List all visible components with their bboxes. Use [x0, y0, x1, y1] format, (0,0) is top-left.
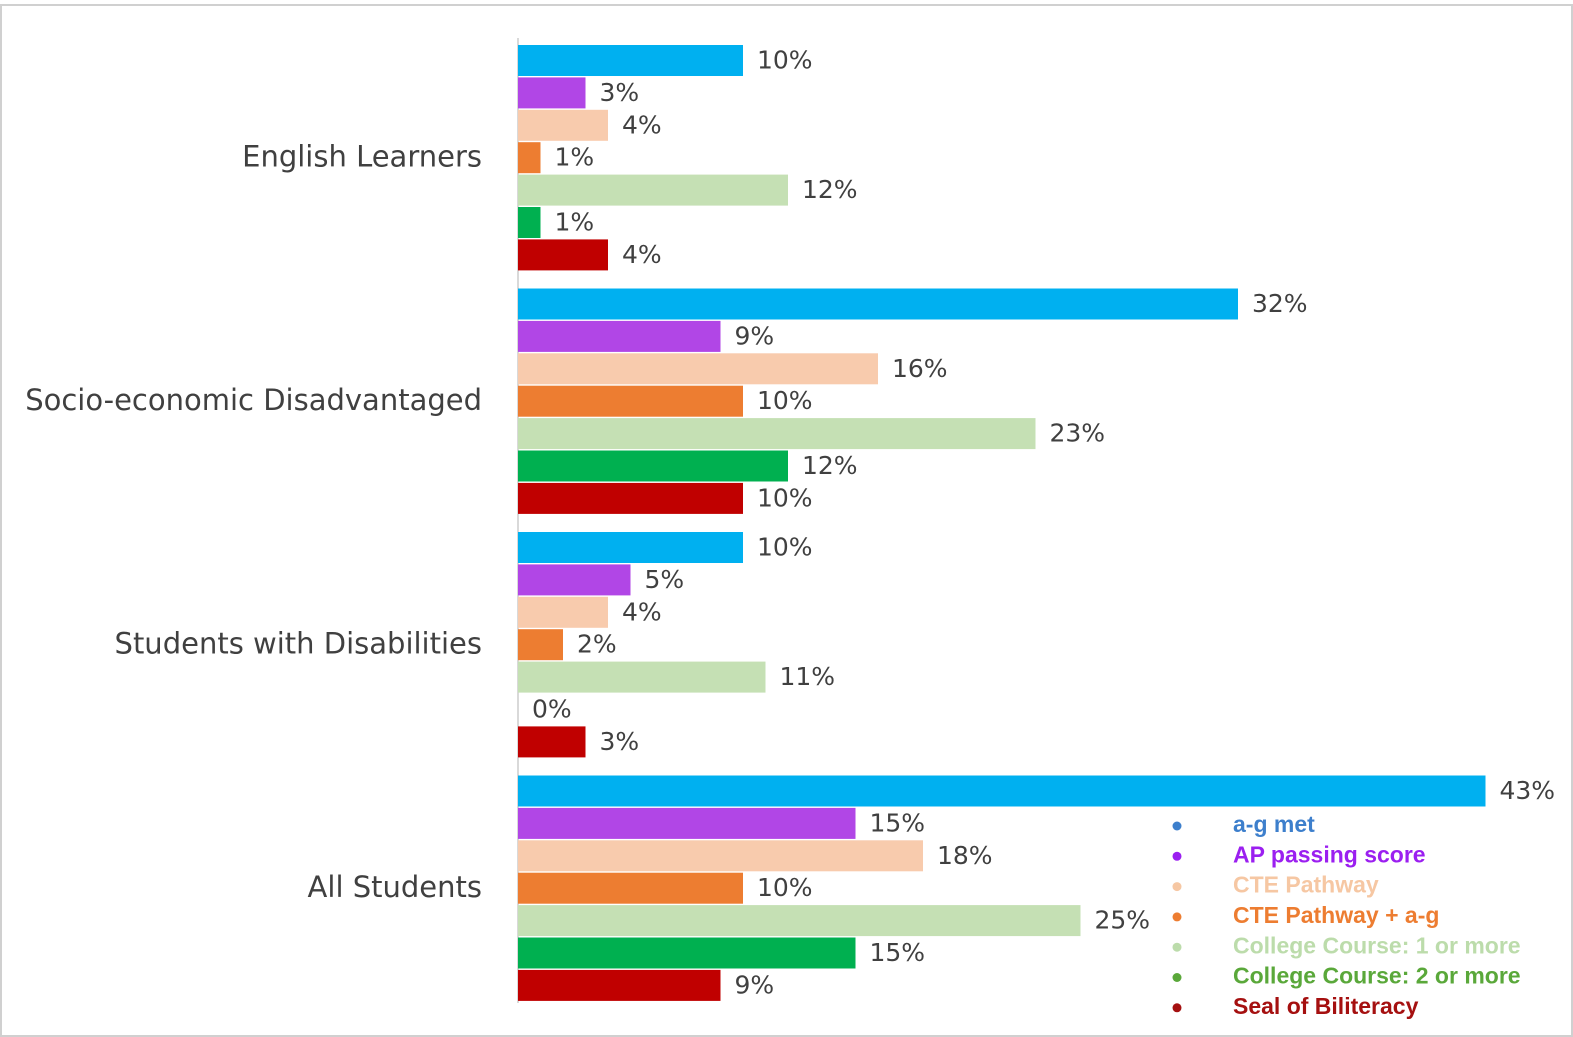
data-label: 3%: [600, 727, 640, 756]
legend-marker: [1172, 1003, 1182, 1013]
legend-marker: [1172, 973, 1182, 982]
data-label: 10%: [757, 533, 813, 562]
data-label: 43%: [1500, 776, 1556, 805]
bar: [518, 937, 856, 969]
data-label: 18%: [937, 841, 993, 870]
data-label: 9%: [735, 321, 775, 350]
legend-label: AP passing score: [1233, 841, 1426, 867]
bar: [518, 905, 1081, 937]
bar: [518, 596, 608, 628]
legend-label: CTE Pathway: [1233, 872, 1379, 898]
data-label: 25%: [1095, 906, 1151, 935]
bar: [518, 45, 743, 76]
data-label: 3%: [600, 78, 640, 107]
data-label: 4%: [622, 240, 662, 269]
data-label: 1%: [555, 143, 595, 172]
legend-marker: [1172, 821, 1182, 831]
data-label: 10%: [757, 483, 813, 512]
legend-label: CTE Pathway + a-g: [1233, 902, 1439, 928]
bar: [518, 77, 586, 109]
data-label: 9%: [735, 970, 775, 999]
bar: [518, 807, 856, 839]
legend-marker: [1172, 851, 1182, 861]
data-label: 15%: [870, 808, 926, 837]
legend-label: College Course: 2 or more: [1233, 963, 1521, 989]
data-label: 0%: [532, 695, 572, 724]
data-label: 10%: [757, 873, 813, 902]
frame: [0, 4, 1573, 1037]
bar: [518, 353, 878, 385]
category-label: Students with Disabilities: [115, 626, 482, 660]
bar: [518, 109, 608, 141]
bar: [518, 532, 743, 563]
data-label: 32%: [1252, 289, 1308, 318]
legend-marker: [1172, 912, 1182, 922]
data-label: 5%: [645, 565, 685, 594]
data-label: 11%: [780, 662, 836, 691]
bar: [518, 726, 586, 758]
legend-label: Seal of Biliteracy: [1233, 993, 1419, 1019]
bar: [518, 969, 721, 1001]
bar: [518, 629, 563, 661]
data-label: 4%: [622, 597, 662, 626]
category-label: Socio-economic Disadvantaged: [25, 383, 482, 417]
data-label: 10%: [757, 386, 813, 415]
data-label: 4%: [622, 110, 662, 139]
bar: [518, 482, 743, 514]
data-label: 2%: [577, 630, 617, 659]
data-label: 1%: [555, 208, 595, 237]
bar: [518, 385, 743, 417]
data-label: 10%: [757, 46, 813, 75]
data-label: 15%: [870, 938, 926, 967]
legend-marker: [1172, 882, 1182, 892]
data-label: 12%: [802, 175, 858, 204]
bar: [518, 288, 1238, 320]
bar: [518, 207, 541, 238]
bar: [518, 418, 1036, 450]
bar: [518, 840, 923, 872]
category-label: All Students: [308, 870, 482, 904]
bar: [518, 872, 743, 904]
legend-label: College Course: 1 or more: [1233, 932, 1521, 958]
bar: [518, 174, 788, 206]
bar: [518, 564, 631, 596]
legend-label: a-g met: [1233, 811, 1315, 837]
bar: [518, 775, 1486, 807]
data-label: 16%: [892, 354, 948, 383]
bar: [518, 450, 788, 482]
legend-marker: [1172, 942, 1182, 952]
bar: [518, 142, 541, 174]
data-label: 23%: [1050, 419, 1106, 448]
category-label: English Learners: [242, 139, 482, 173]
bar: [518, 320, 721, 352]
bar: [518, 239, 608, 271]
data-label: 12%: [802, 451, 858, 480]
bar: [518, 661, 766, 693]
